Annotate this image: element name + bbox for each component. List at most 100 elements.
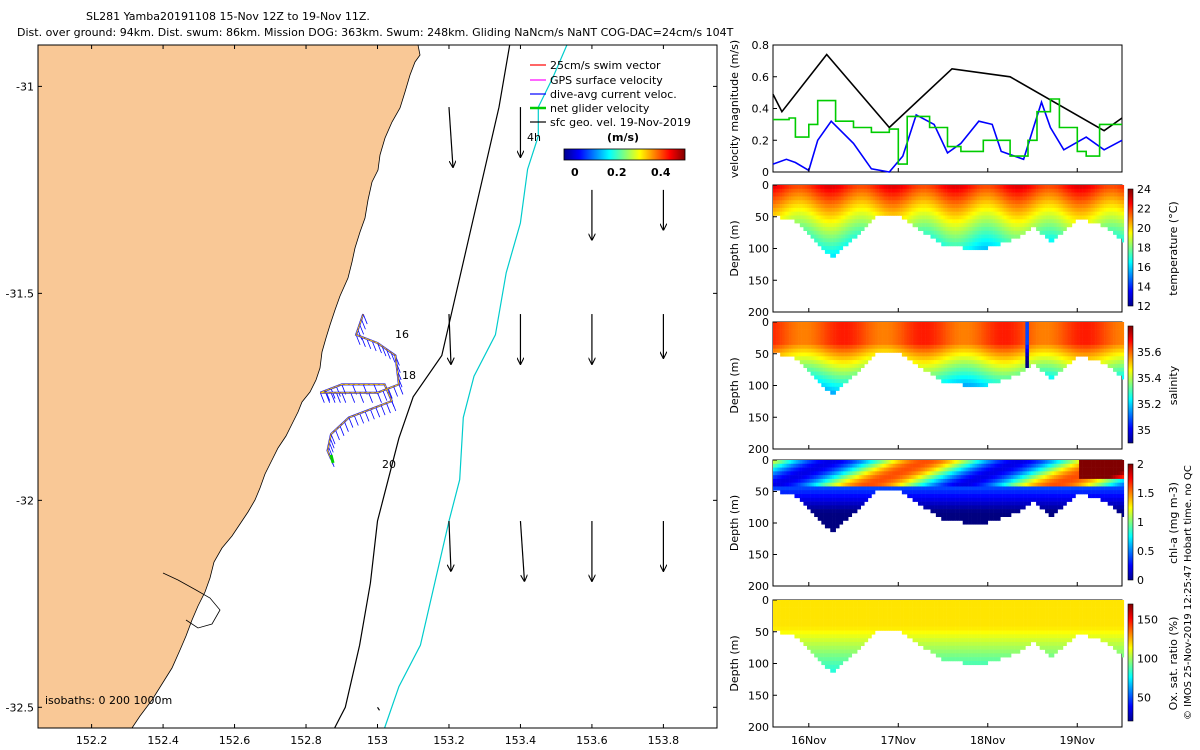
section-cell [998, 196, 1001, 201]
section-cell [1007, 325, 1010, 330]
section-cell [1005, 238, 1008, 243]
section-cell [1041, 337, 1044, 342]
section-cell [1053, 367, 1057, 372]
section-cell [968, 226, 971, 232]
section-cell [817, 371, 820, 376]
section-cell [896, 333, 899, 338]
velocity-series-0 [772, 53, 1123, 132]
section-cell [830, 200, 833, 205]
section-cell [973, 329, 976, 334]
section-cell [980, 371, 983, 376]
section-cell [957, 219, 960, 224]
section-cell [971, 344, 974, 349]
section-cell [842, 322, 845, 327]
section-cell [1012, 367, 1015, 372]
section-cell [1077, 196, 1080, 201]
section-cell [828, 348, 831, 353]
section-cell [991, 204, 994, 209]
velocity-series-1 [772, 99, 1123, 173]
section-cell [909, 200, 912, 205]
section-cell [799, 322, 802, 327]
section-cell [785, 341, 788, 346]
section-cell [864, 223, 867, 228]
section-cell [844, 200, 847, 205]
section-cell [1003, 223, 1006, 228]
section-cell [842, 188, 845, 193]
section-cell [968, 223, 971, 228]
section-cell [1000, 234, 1003, 239]
section-cell [985, 188, 989, 193]
section-cell [1086, 196, 1089, 201]
section-cell [1057, 333, 1060, 338]
section-cell [939, 219, 942, 224]
section-cell [984, 211, 987, 216]
section-cell [1025, 341, 1028, 346]
section-cell [944, 200, 947, 205]
section-cell [1032, 352, 1035, 357]
section-cell [955, 356, 958, 361]
section-cell [875, 204, 878, 209]
section-cell [934, 234, 937, 239]
section-cell [1066, 207, 1069, 212]
section-cell [985, 223, 989, 228]
section-cell [1027, 341, 1030, 346]
section-cell [1061, 344, 1064, 349]
section-cell [937, 192, 940, 197]
section-cell [849, 322, 853, 327]
section-cell [939, 375, 942, 380]
section-cell [969, 360, 972, 365]
section-cell [1062, 322, 1066, 327]
section-cell [1045, 215, 1048, 220]
section-cell [971, 329, 974, 334]
section-cell [1021, 356, 1024, 361]
section-cell [832, 341, 835, 346]
section-cell [858, 204, 861, 209]
section-cell [844, 192, 847, 197]
section-cell [939, 329, 942, 334]
section-cell [944, 356, 947, 361]
section-cell [1086, 352, 1089, 357]
section-cell [909, 356, 912, 361]
section-cell [842, 219, 845, 224]
section-cell [1059, 196, 1062, 201]
section-cell [862, 325, 865, 330]
section-cell [946, 185, 949, 190]
section-cell [912, 333, 915, 338]
section-cell [982, 325, 985, 330]
section-cell [824, 223, 827, 228]
section-cell [935, 344, 938, 349]
section-cell [835, 226, 838, 232]
section-cell [855, 230, 858, 235]
section-cell [792, 188, 795, 193]
section-cell [1019, 192, 1023, 197]
section-cell [799, 352, 802, 357]
section-cell [928, 219, 931, 224]
section-cell [1002, 226, 1005, 232]
section-cell [896, 211, 899, 216]
section-cell [819, 325, 822, 330]
section-cell [1116, 211, 1119, 216]
section-cell [950, 367, 953, 372]
section-cell [960, 238, 964, 243]
velocity-axes: 00.20.40.60.8 [752, 39, 1078, 179]
section-cell [946, 192, 949, 197]
section-cell [925, 196, 928, 201]
section-cell [984, 329, 987, 334]
section-cell [887, 348, 890, 353]
section-cell [857, 325, 860, 330]
section-cell [799, 219, 802, 224]
section-cell [842, 215, 845, 220]
section-cell [1084, 344, 1087, 349]
section-colorbar [1127, 188, 1134, 307]
section-cell [944, 211, 947, 216]
section-cell [869, 322, 872, 327]
section-cell [910, 215, 913, 220]
section-cell [1003, 230, 1006, 235]
section-cell [1084, 200, 1087, 205]
section-cell [783, 341, 786, 346]
section-cell [1066, 341, 1069, 346]
section-cell [885, 344, 888, 349]
section-cell [1025, 188, 1028, 193]
section-cell [844, 219, 847, 224]
legend-dac: dive-avg current veloc. [550, 88, 677, 101]
